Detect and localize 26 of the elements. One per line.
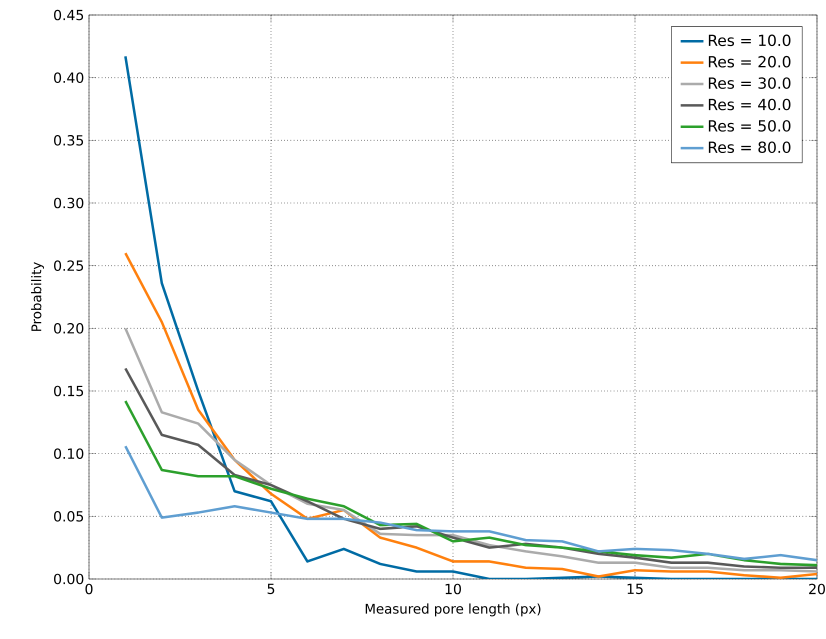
y-tick-label: 0.40 [54, 72, 84, 83]
legend-label: Res = 80.0 [708, 141, 790, 154]
y-tick-label: 0.25 [54, 260, 84, 271]
y-axis-title: Probability [31, 262, 44, 331]
y-tick-label: 0.10 [54, 448, 84, 459]
y-tick-label: 0.05 [54, 511, 84, 522]
y-tick-label: 0.20 [54, 323, 84, 334]
x-axis-title: Measured pore length (px) [366, 603, 540, 616]
legend-label: Res = 50.0 [708, 120, 790, 132]
x-tick-label: 15 [628, 584, 643, 594]
y-tick-label: 0.45 [54, 10, 84, 20]
x-tick-label: 5 [268, 584, 274, 594]
line-series [124, 327, 817, 573]
legend-label: Res = 30.0 [708, 77, 790, 89]
x-tick-label: 20 [809, 584, 825, 594]
line-series [124, 444, 817, 562]
x-tick-label: 10 [446, 584, 461, 594]
y-tick-label: 0.00 [54, 574, 84, 584]
line-series [124, 252, 817, 579]
y-tick-label: 0.30 [54, 198, 84, 208]
legend-label: Res = 10.0 [708, 34, 790, 46]
legend-label: Res = 40.0 [708, 98, 790, 110]
legend-label: Res = 20.0 [708, 56, 790, 68]
y-tick-label: 0.15 [54, 386, 84, 396]
y-tick-label: 0.35 [54, 135, 84, 146]
x-tick-label: 0 [85, 584, 93, 594]
